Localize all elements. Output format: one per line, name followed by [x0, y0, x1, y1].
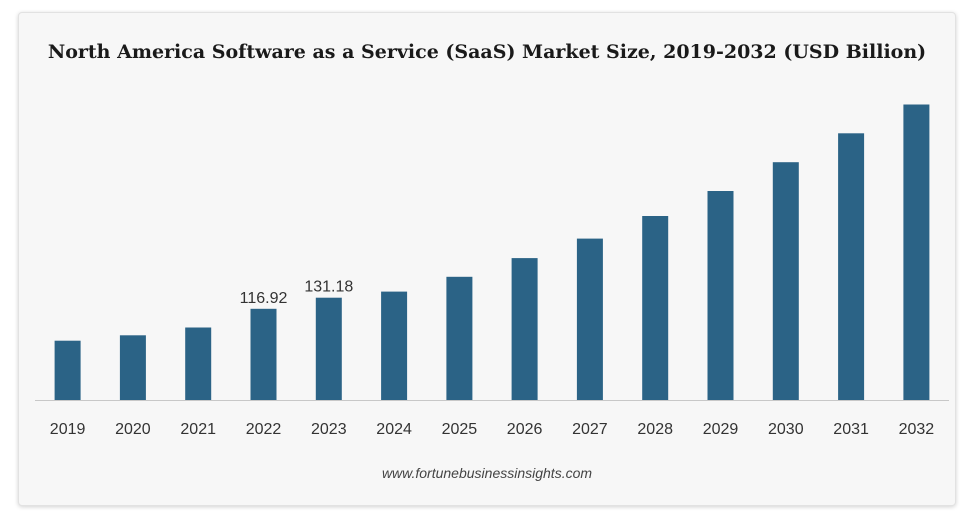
chart-card: North America Software as a Service (Saa…	[18, 12, 956, 506]
bar-chart: 2019 2020 2021 2022 116.92 2023 131.18 2024 2025…	[35, 104, 949, 438]
x-tick-label-2024: 2024	[376, 421, 412, 438]
x-tick-label-2019: 2019	[50, 421, 86, 438]
x-tick-label-2031: 2031	[833, 421, 869, 438]
bar-2024	[381, 291, 408, 400]
x-tick-label-2021: 2021	[180, 421, 216, 438]
x-tick-label-2028: 2028	[637, 421, 673, 438]
x-tick-label-2029: 2029	[703, 421, 739, 438]
x-tick-label-2026: 2026	[507, 421, 543, 438]
bar-2030	[772, 162, 799, 400]
data-label-2022: 116.92	[240, 290, 288, 307]
bar-2029	[707, 191, 734, 400]
x-tick-label-2025: 2025	[442, 421, 478, 438]
chart-title: North America Software as a Service (Saa…	[47, 41, 927, 63]
bar-2031	[838, 133, 865, 401]
source-text: www.fortunebusinessinsights.com	[381, 465, 593, 481]
x-tick-label-2022: 2022	[246, 421, 282, 438]
bar-2020	[119, 335, 146, 400]
x-tick-label-2027: 2027	[572, 421, 608, 438]
bar-2025	[446, 276, 473, 400]
bar-2023	[315, 297, 342, 400]
bar-2022	[250, 308, 277, 400]
data-label-2023: 131.18	[304, 279, 353, 296]
x-tick-label-2032: 2032	[899, 421, 935, 438]
bar-2026	[511, 258, 538, 400]
bar-2032	[903, 104, 930, 400]
x-tick-label-2023: 2023	[311, 421, 347, 438]
x-tick-label-2020: 2020	[115, 421, 151, 438]
bar-2021	[185, 327, 212, 400]
bar-2027	[576, 238, 603, 400]
bar-2019	[54, 340, 81, 400]
bar-2028	[642, 216, 669, 400]
x-tick-label-2030: 2030	[768, 421, 804, 438]
